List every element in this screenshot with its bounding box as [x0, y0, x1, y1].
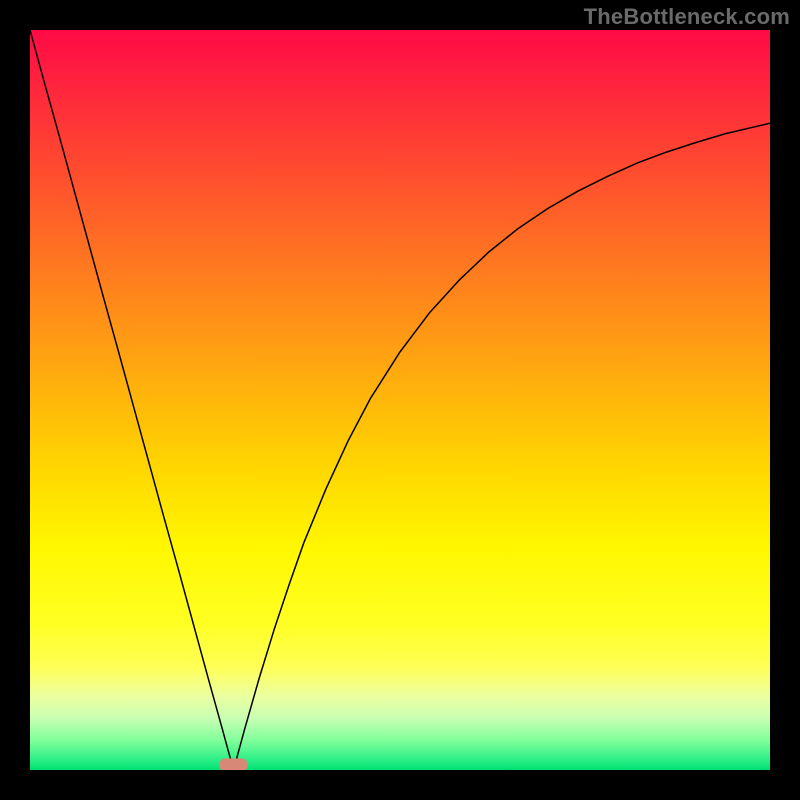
chart-container: TheBottleneck.com — [0, 0, 800, 800]
plot-svg — [30, 30, 770, 770]
gradient-background — [30, 30, 770, 770]
plot-area — [30, 30, 770, 770]
watermark-text: TheBottleneck.com — [584, 4, 790, 30]
vertex-marker — [220, 759, 248, 770]
